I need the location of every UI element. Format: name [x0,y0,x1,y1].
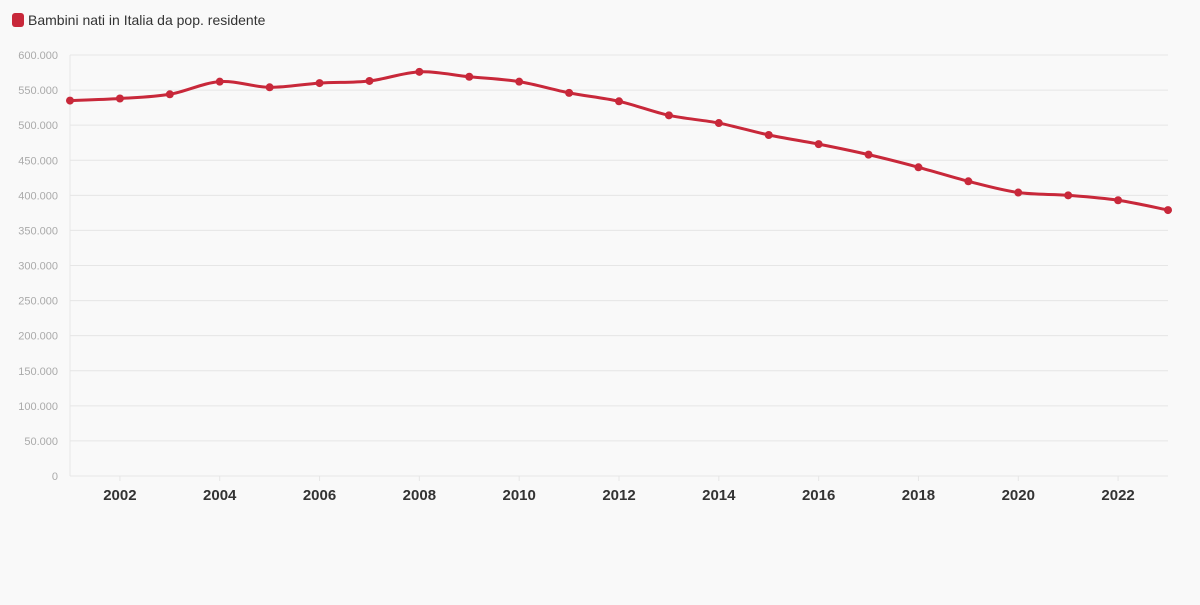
y-tick-label: 100.000 [18,401,58,413]
data-point-2009[interactable] [465,72,474,81]
data-point-2013[interactable] [664,111,673,120]
data-point-2001[interactable] [66,96,74,105]
y-tick-label: 150.000 [18,366,58,378]
data-point-2003[interactable] [165,90,174,99]
y-tick-label: 350.000 [18,225,58,237]
data-point-2004[interactable] [215,77,224,86]
y-tick-label: 400.000 [18,190,58,202]
y-tick-label: 500.000 [18,120,58,132]
legend-label: Bambini nati in Italia da pop. residente [28,12,266,28]
x-tick-label: 2020 [1002,487,1035,504]
axes: 0 50.000 100.000 150.000 200.000 250.000 300.0… [18,50,1135,504]
grid [70,54,1168,477]
data-point-2017[interactable] [864,150,873,159]
y-tick-label: 200.000 [18,331,58,343]
legend: Bambini nati in Italia da pop. residente [12,12,265,28]
x-tick-label: 2002 [103,487,136,504]
data-point-2016[interactable] [814,140,823,149]
x-tick-label: 2022 [1101,487,1134,504]
x-tick-label: 2010 [502,487,535,504]
x-tick-label: 2014 [702,487,736,504]
data-point-2019[interactable] [964,177,973,186]
x-tick-label: 2006 [303,487,336,504]
data-point-2023[interactable] [1164,206,1172,215]
data-point-2002[interactable] [115,94,124,103]
legend-swatch [12,13,24,27]
data-point-2020[interactable] [1014,188,1023,197]
data-point-2018[interactable] [914,163,923,172]
y-tick-label: 50.000 [24,436,58,448]
x-tick-label: 2008 [403,487,436,504]
data-point-2014[interactable] [714,119,723,128]
x-tick-label: 2018 [902,487,935,504]
data-point-2006[interactable] [315,79,324,88]
x-tick-label: 2012 [602,487,635,504]
data-point-2010[interactable] [515,77,524,86]
y-tick-label: 600.000 [18,50,58,62]
y-tick-label: 300.000 [18,261,58,273]
data-point-2015[interactable] [764,130,773,139]
series-line [68,70,1170,212]
series [66,67,1172,215]
x-tick-label: 2016 [802,487,835,504]
data-point-2005[interactable] [265,83,274,92]
y-tick-label: 0 [52,471,58,483]
data-point-2022[interactable] [1114,196,1123,205]
data-point-2021[interactable] [1064,191,1073,200]
data-point-2007[interactable] [365,76,374,85]
y-tick-label: 250.000 [18,296,58,308]
data-point-2008[interactable] [415,67,424,76]
y-tick-label: 450.000 [18,155,58,167]
data-point-2011[interactable] [565,88,574,97]
x-tick-label: 2004 [203,487,237,504]
y-tick-label: 550.000 [18,85,58,97]
data-point-2012[interactable] [615,97,623,106]
